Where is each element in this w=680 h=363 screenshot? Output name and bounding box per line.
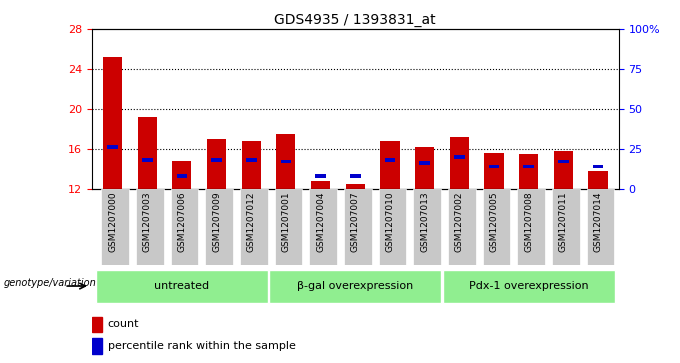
FancyBboxPatch shape	[96, 270, 268, 303]
Bar	[103, 57, 122, 189]
Text: GSM1207010: GSM1207010	[386, 191, 394, 252]
Text: genotype/variation: genotype/variation	[3, 278, 96, 288]
Text: GSM1207001: GSM1207001	[282, 191, 290, 252]
Bar	[385, 158, 395, 162]
Bar	[136, 189, 164, 265]
Bar	[242, 141, 261, 189]
Bar	[207, 139, 226, 189]
Bar	[101, 189, 129, 265]
Bar	[281, 160, 291, 163]
Bar	[92, 338, 102, 354]
Text: β-gal overexpression: β-gal overexpression	[297, 281, 413, 291]
Bar	[344, 189, 372, 265]
Text: Pdx-1 overexpression: Pdx-1 overexpression	[469, 281, 588, 291]
Title: GDS4935 / 1393831_at: GDS4935 / 1393831_at	[275, 13, 436, 26]
Bar	[379, 189, 407, 265]
Bar	[420, 162, 430, 165]
Bar	[107, 146, 118, 149]
Bar	[484, 153, 503, 189]
Bar	[316, 174, 326, 178]
Bar	[246, 158, 256, 162]
Text: count: count	[107, 319, 139, 329]
Bar	[587, 189, 615, 265]
Bar	[489, 165, 499, 168]
Text: GSM1207002: GSM1207002	[455, 191, 464, 252]
Bar	[277, 134, 296, 189]
Text: GSM1207005: GSM1207005	[490, 191, 498, 252]
Text: GSM1207014: GSM1207014	[594, 191, 602, 252]
Bar	[205, 189, 233, 265]
Bar	[92, 317, 102, 332]
Bar	[448, 189, 476, 265]
Bar	[519, 154, 538, 189]
Bar	[524, 165, 534, 168]
Bar	[449, 137, 469, 189]
Bar	[240, 189, 268, 265]
Bar	[345, 184, 365, 189]
Bar	[177, 174, 187, 178]
Bar	[138, 117, 157, 189]
Text: GSM1207011: GSM1207011	[559, 191, 568, 252]
Bar	[413, 189, 441, 265]
Bar	[593, 165, 603, 168]
Text: GSM1207013: GSM1207013	[420, 191, 429, 252]
Bar	[142, 158, 152, 162]
Bar	[517, 189, 545, 265]
Text: GSM1207004: GSM1207004	[316, 191, 325, 252]
FancyBboxPatch shape	[443, 270, 615, 303]
Text: untreated: untreated	[154, 281, 209, 291]
Bar	[311, 181, 330, 189]
Bar	[552, 189, 580, 265]
Bar	[275, 189, 303, 265]
Text: GSM1207009: GSM1207009	[212, 191, 221, 252]
Bar	[483, 189, 511, 265]
Text: percentile rank within the sample: percentile rank within the sample	[107, 341, 296, 351]
Bar	[171, 189, 199, 265]
Bar	[350, 174, 360, 178]
Bar	[380, 141, 400, 189]
Text: GSM1207008: GSM1207008	[524, 191, 533, 252]
Bar	[415, 147, 434, 189]
Bar	[173, 161, 192, 189]
Bar	[454, 155, 464, 159]
Text: GSM1207007: GSM1207007	[351, 191, 360, 252]
Bar	[588, 171, 607, 189]
Bar	[558, 160, 568, 163]
Text: GSM1207006: GSM1207006	[177, 191, 186, 252]
FancyBboxPatch shape	[269, 270, 441, 303]
Bar	[309, 189, 337, 265]
Text: GSM1207012: GSM1207012	[247, 191, 256, 252]
Bar	[554, 151, 573, 189]
Text: GSM1207000: GSM1207000	[108, 191, 117, 252]
Bar	[211, 158, 222, 162]
Text: GSM1207003: GSM1207003	[143, 191, 152, 252]
